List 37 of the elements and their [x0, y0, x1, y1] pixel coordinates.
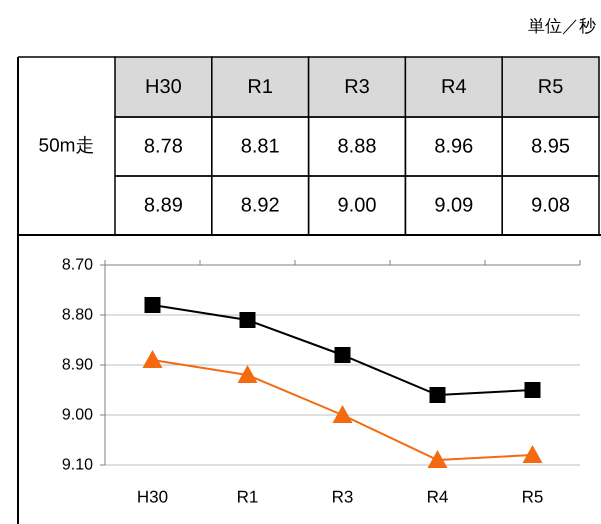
data-label: 8.81 [240, 136, 280, 158]
data-label: 8.96 [434, 136, 474, 158]
point [428, 450, 448, 468]
y-tick-label: 8.90 [62, 356, 94, 374]
category-label: R5 [538, 76, 564, 98]
x-tick-label: R5 [522, 488, 544, 506]
point [240, 312, 256, 328]
category-label: H30 [145, 76, 182, 98]
point [524, 382, 540, 398]
x-tick-label: R4 [426, 488, 448, 506]
y-tick-label: 9.00 [62, 406, 94, 424]
data-label: 9.00 [338, 194, 376, 216]
category-label: R4 [441, 76, 467, 98]
y-tick-label: 9.10 [62, 456, 94, 474]
x-tick-label: H30 [136, 488, 168, 506]
y-tick-label: 8.70 [62, 256, 94, 274]
point [430, 387, 446, 403]
point [144, 297, 160, 313]
x-tick-label: R1 [236, 488, 258, 506]
data-label: 9.09 [434, 194, 474, 216]
category-label: R1 [247, 76, 273, 98]
data-label: 8.92 [240, 194, 280, 216]
point [142, 350, 162, 368]
y-tick-label: 8.80 [62, 306, 94, 324]
data-label: 9.08 [531, 194, 570, 216]
text: 50m走 [38, 136, 94, 156]
data-label: 8.95 [531, 136, 570, 158]
point [238, 365, 258, 383]
x-tick-label: R3 [332, 488, 354, 506]
point [332, 405, 352, 423]
category-label: R3 [344, 76, 370, 98]
point [334, 347, 350, 363]
data-label: 8.89 [144, 194, 183, 216]
data-label: 8.78 [144, 136, 183, 158]
text: 単位／秒 [528, 16, 596, 36]
data-label: 8.88 [338, 136, 376, 158]
point [522, 445, 542, 463]
